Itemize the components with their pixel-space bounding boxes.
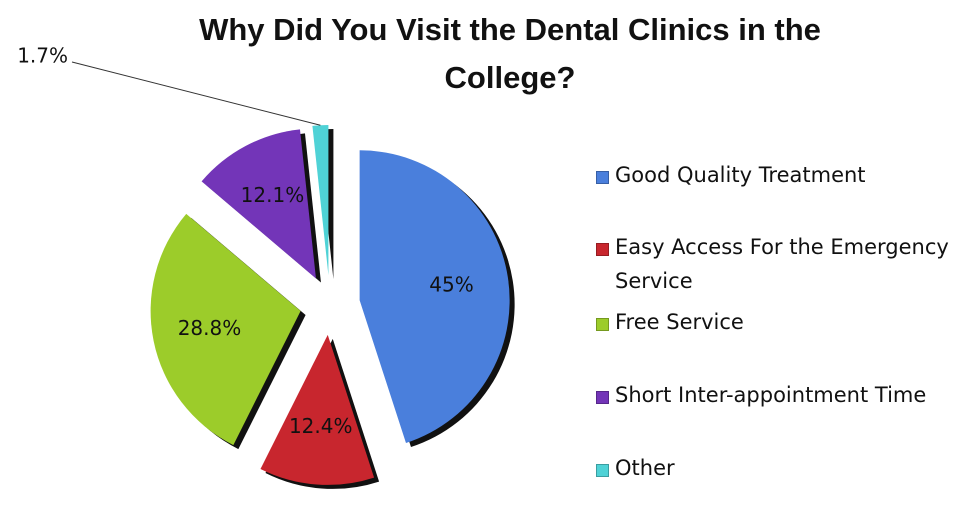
legend-item: Other	[596, 456, 971, 485]
slice	[359, 150, 510, 443]
legend-swatch	[596, 464, 609, 477]
legend-label: Good Quality Treatment	[615, 163, 866, 187]
legend-swatch	[596, 243, 609, 256]
legend-swatch	[596, 318, 609, 331]
data-label: 12.4%	[289, 414, 353, 438]
legend-swatch	[596, 171, 609, 184]
legend-swatch	[596, 391, 609, 404]
data-label: 1.7%	[17, 44, 68, 68]
legend-item: Short Inter-appointment Time	[596, 383, 971, 412]
data-label: 45%	[429, 272, 473, 296]
legend-item: Good Quality Treatment	[596, 163, 971, 192]
chart-title: Why Did You Visit the Dental Clinics in …	[199, 12, 821, 95]
legend-item: Free Service	[596, 310, 971, 339]
legend-label: Short Inter-appointment Time	[615, 383, 927, 407]
slice	[150, 213, 301, 446]
legend-label: Easy Access For the Emergency Service	[615, 235, 949, 293]
legend-item: Easy Access For the Emergency Service	[596, 235, 971, 298]
data-label: 28.8%	[178, 316, 242, 340]
slice	[260, 334, 375, 485]
data-label: 12.1%	[241, 183, 305, 207]
legend-label: Other	[615, 456, 675, 480]
slice	[312, 125, 329, 276]
leader-line	[71, 61, 321, 126]
legend-label: Free Service	[615, 310, 744, 334]
slice	[201, 129, 316, 279]
